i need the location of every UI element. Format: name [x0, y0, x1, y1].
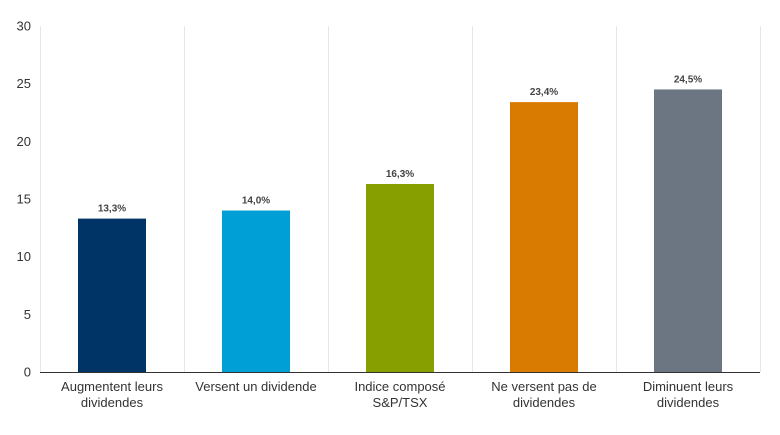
bar-value-label: 14,0% — [242, 196, 270, 207]
grid-lines — [40, 26, 761, 372]
bar — [510, 102, 578, 373]
bar — [222, 210, 290, 372]
y-tick-label: 15 — [17, 192, 31, 207]
x-tick-label: Versent un dividende — [195, 379, 316, 394]
y-tick-label: 25 — [17, 76, 31, 91]
x-tick-label: Diminuent leurs dividendes — [643, 379, 734, 410]
bar-value-label: 13,3% — [98, 204, 126, 215]
bar — [654, 89, 722, 372]
y-tick-label: 5 — [24, 307, 31, 322]
y-tick-label: 0 — [24, 365, 31, 380]
bar — [78, 218, 146, 372]
y-tick-label: 20 — [17, 134, 31, 149]
x-tick-label: Augmentent leurs dividendes — [61, 379, 163, 410]
bar-value-label: 24,5% — [674, 74, 702, 85]
bar-value-label: 23,4% — [530, 87, 558, 98]
bar — [366, 184, 434, 372]
bar-value-label: 16,3% — [386, 169, 414, 180]
y-axis: 0 5 10 15 20 25 30 — [17, 19, 31, 380]
x-tick-label: Ne versent pas de dividendes — [491, 379, 597, 410]
x-tick-label: Indice composé S&P/TSX — [354, 379, 445, 410]
data-labels: 13,3% 14,0% 16,3% 23,4% 24,5% — [98, 74, 702, 214]
y-tick-label: 30 — [17, 19, 31, 34]
x-axis: Augmentent leurs dividendes Versent un div… — [40, 372, 760, 410]
bars — [78, 89, 722, 373]
y-tick-label: 10 — [17, 249, 31, 264]
